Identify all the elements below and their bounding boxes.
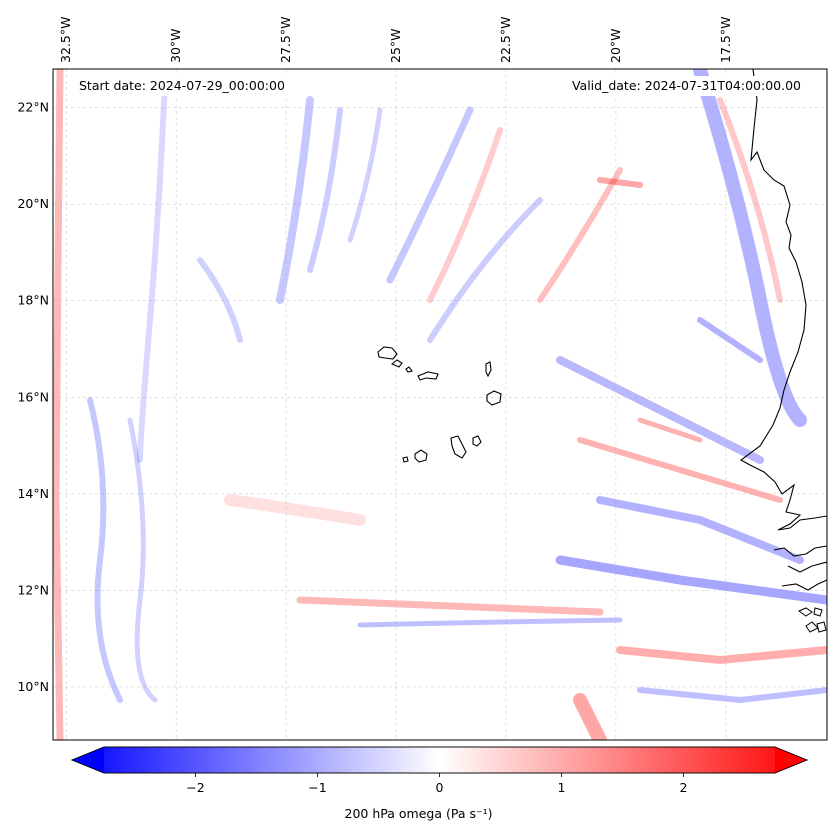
- lon-tick-label: 22.5°W: [498, 17, 513, 63]
- colorbar-tick-label: 0: [436, 780, 444, 795]
- omega-streak: [224, 494, 366, 526]
- omega-streak: [555, 555, 827, 605]
- omega-streak: [693, 69, 807, 427]
- lat-tick-label: 10°N: [17, 679, 49, 694]
- colorbar-extend-high: [775, 747, 807, 773]
- omega-streak: [556, 356, 764, 464]
- colorbar-tick-label: 1: [558, 780, 566, 795]
- lon-tick-label: 30°W: [168, 28, 183, 63]
- lat-tick-label: 12°N: [17, 582, 49, 597]
- omega-streak: [637, 417, 703, 443]
- colorbar-tick-label: −2: [186, 780, 204, 795]
- coastline-layer: [377, 69, 827, 633]
- lat-tick-label: 20°N: [17, 196, 49, 211]
- colorbar-tick-label: −1: [308, 780, 326, 795]
- lat-tick-label: 14°N: [17, 486, 49, 501]
- sao-nicolau-island: [417, 371, 439, 381]
- lon-tick-label: 20°W: [608, 28, 623, 63]
- brava-island: [402, 456, 409, 463]
- omega-streak: [427, 197, 543, 343]
- colorbar-tick-label: 2: [680, 780, 688, 795]
- guinea-bissau-coast: [773, 545, 827, 591]
- santa-luzia-island: [405, 366, 413, 373]
- colorbar-title: 200 hPa omega (Pa s⁻¹): [344, 806, 493, 821]
- omega-streak: [577, 437, 783, 503]
- lon-tick-label: 27.5°W: [278, 17, 293, 63]
- omega-streak: [307, 107, 343, 273]
- sal-island: [485, 361, 492, 378]
- boa-vista-island: [486, 390, 502, 406]
- colorbar-extend-low: [72, 747, 104, 773]
- bijagos-islands: [797, 607, 827, 633]
- santo-antao-island: [377, 346, 398, 360]
- lon-tick-label: 25°W: [388, 28, 403, 63]
- omega-streak: [137, 77, 168, 463]
- santiago-island: [450, 435, 467, 459]
- omega-streak: [276, 96, 314, 304]
- omega-streak: [127, 417, 158, 703]
- omega-streak: [296, 596, 604, 616]
- omega-streak: [637, 687, 827, 704]
- fogo-island: [414, 449, 428, 463]
- omega-field-layer: [53, 69, 827, 740]
- lat-tick-label: 18°N: [17, 293, 49, 308]
- longitude-labels: 32.5°W 30°W 27.5°W 25°W 22.5°W 20°W 17.5°W: [58, 17, 733, 63]
- colorbar-outline: [70, 746, 809, 774]
- omega-streak: [386, 106, 474, 284]
- colorbar: −2 −1 0 1 2: [70, 746, 809, 795]
- start-date-label: Start date: 2024-07-29_00:00:00: [73, 76, 291, 96]
- omega-streak: [717, 97, 783, 303]
- omega-streak: [87, 397, 123, 703]
- omega-streak: [697, 317, 763, 363]
- omega-streak: [357, 617, 623, 628]
- colorbar-ticks: −2 −1 0 1 2: [186, 773, 687, 795]
- omega-streak: [597, 177, 643, 188]
- omega-streak: [197, 257, 243, 343]
- map-frame: [52, 68, 828, 741]
- omega-streak: [616, 646, 827, 665]
- omega-streak: [596, 496, 804, 564]
- map-background: [53, 69, 827, 740]
- omega-streak: [573, 693, 607, 740]
- lat-tick-label: 22°N: [17, 100, 49, 115]
- sao-vicente-island: [390, 359, 403, 368]
- africa-coastline: [739, 69, 827, 531]
- omega-streak: [347, 107, 383, 243]
- omega-streak: [427, 127, 503, 303]
- lon-tick-label: 32.5°W: [58, 17, 73, 63]
- valid-date-label: Valid_date: 2024-07-31T04:00:00.00: [565, 76, 807, 96]
- lat-tick-label: 16°N: [17, 389, 49, 404]
- lon-tick-label: 17.5°W: [718, 17, 733, 63]
- maio-island: [472, 435, 482, 447]
- omega-streak: [537, 167, 623, 303]
- latitude-labels: 22°N 20°N 18°N 16°N 14°N 12°N 10°N: [17, 100, 49, 694]
- colorbar-body: [70, 746, 809, 774]
- gridlines: [53, 69, 827, 740]
- omega-streak: [53, 69, 64, 740]
